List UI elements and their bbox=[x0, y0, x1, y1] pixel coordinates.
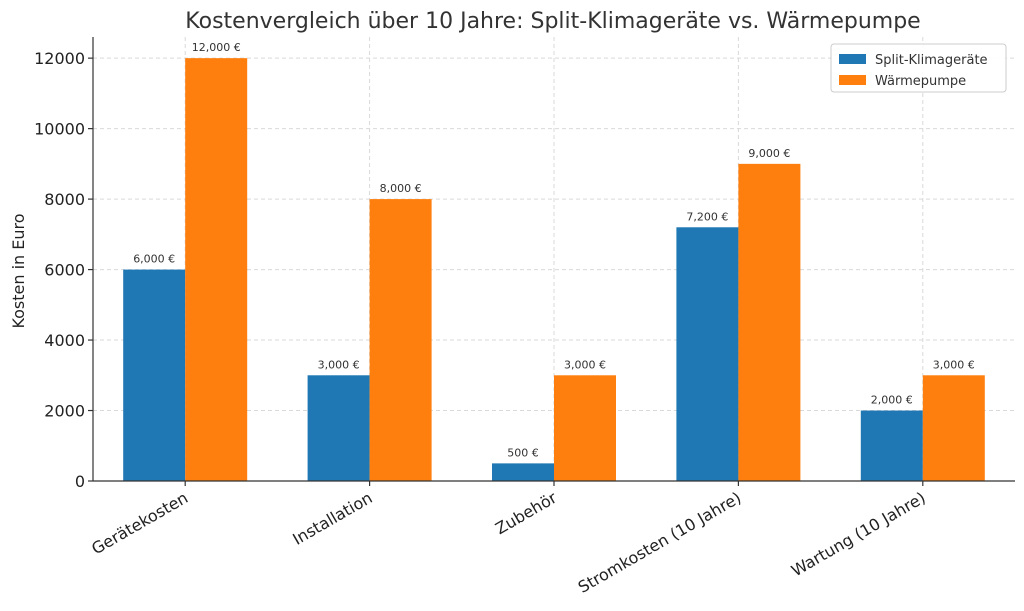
data-label: 500 € bbox=[507, 446, 539, 459]
y-tick-label: 2000 bbox=[44, 402, 85, 421]
legend-label: Wärmepumpe bbox=[875, 74, 966, 89]
x-tick-label: Wartung (10 Jahre) bbox=[788, 488, 929, 580]
data-label: 2,000 € bbox=[871, 394, 913, 407]
y-tick-label: 6000 bbox=[44, 261, 85, 280]
x-tick-label: Gerätekosten bbox=[88, 488, 191, 558]
legend-label: Split-Klimageräte bbox=[875, 53, 988, 68]
data-label: 3,000 € bbox=[564, 358, 606, 371]
y-tick-label: 10000 bbox=[34, 120, 85, 139]
data-label: 8,000 € bbox=[380, 182, 422, 195]
legend: Split-Klimageräte Wärmepumpe bbox=[830, 43, 1007, 93]
data-label: 6,000 € bbox=[133, 253, 175, 266]
bar-split bbox=[307, 375, 370, 481]
bar-waermepumpe bbox=[922, 375, 985, 481]
x-tick-label: Installation bbox=[289, 488, 375, 549]
data-label: 9,000 € bbox=[748, 147, 790, 160]
data-label: 12,000 € bbox=[192, 41, 241, 54]
y-tick-label: 0 bbox=[75, 472, 85, 491]
data-label: 3,000 € bbox=[318, 358, 360, 371]
y-tick-label: 4000 bbox=[44, 331, 85, 350]
y-tick-label: 12000 bbox=[34, 49, 85, 68]
bar-waermepumpe bbox=[738, 163, 801, 481]
bar-split bbox=[676, 227, 739, 481]
bar-waermepumpe bbox=[554, 375, 616, 481]
y-axis-label: Kosten in Euro bbox=[9, 213, 28, 328]
chart-title: Kostenvergleich über 10 Jahre: Split-Kli… bbox=[185, 9, 920, 34]
x-tick-label: Zubehör bbox=[492, 488, 560, 538]
legend-swatch bbox=[839, 75, 866, 85]
bars bbox=[123, 58, 985, 482]
bar-split bbox=[492, 463, 554, 481]
data-label: 3,000 € bbox=[933, 358, 975, 371]
data-labels: 6,000 € 12,000 € 3,000 € 8,000 € 500 € 3,000 … bbox=[133, 41, 975, 459]
legend-box bbox=[830, 43, 1007, 93]
bar-split bbox=[860, 410, 923, 481]
x-tick-label: Stromkosten (10 Jahre) bbox=[575, 488, 745, 597]
bar-split bbox=[123, 269, 186, 481]
bar-waermepumpe bbox=[369, 199, 432, 481]
data-label: 7,200 € bbox=[686, 210, 728, 223]
y-tick-label: 8000 bbox=[44, 190, 85, 209]
bar-waermepumpe bbox=[185, 58, 248, 482]
legend-swatch bbox=[839, 54, 866, 64]
